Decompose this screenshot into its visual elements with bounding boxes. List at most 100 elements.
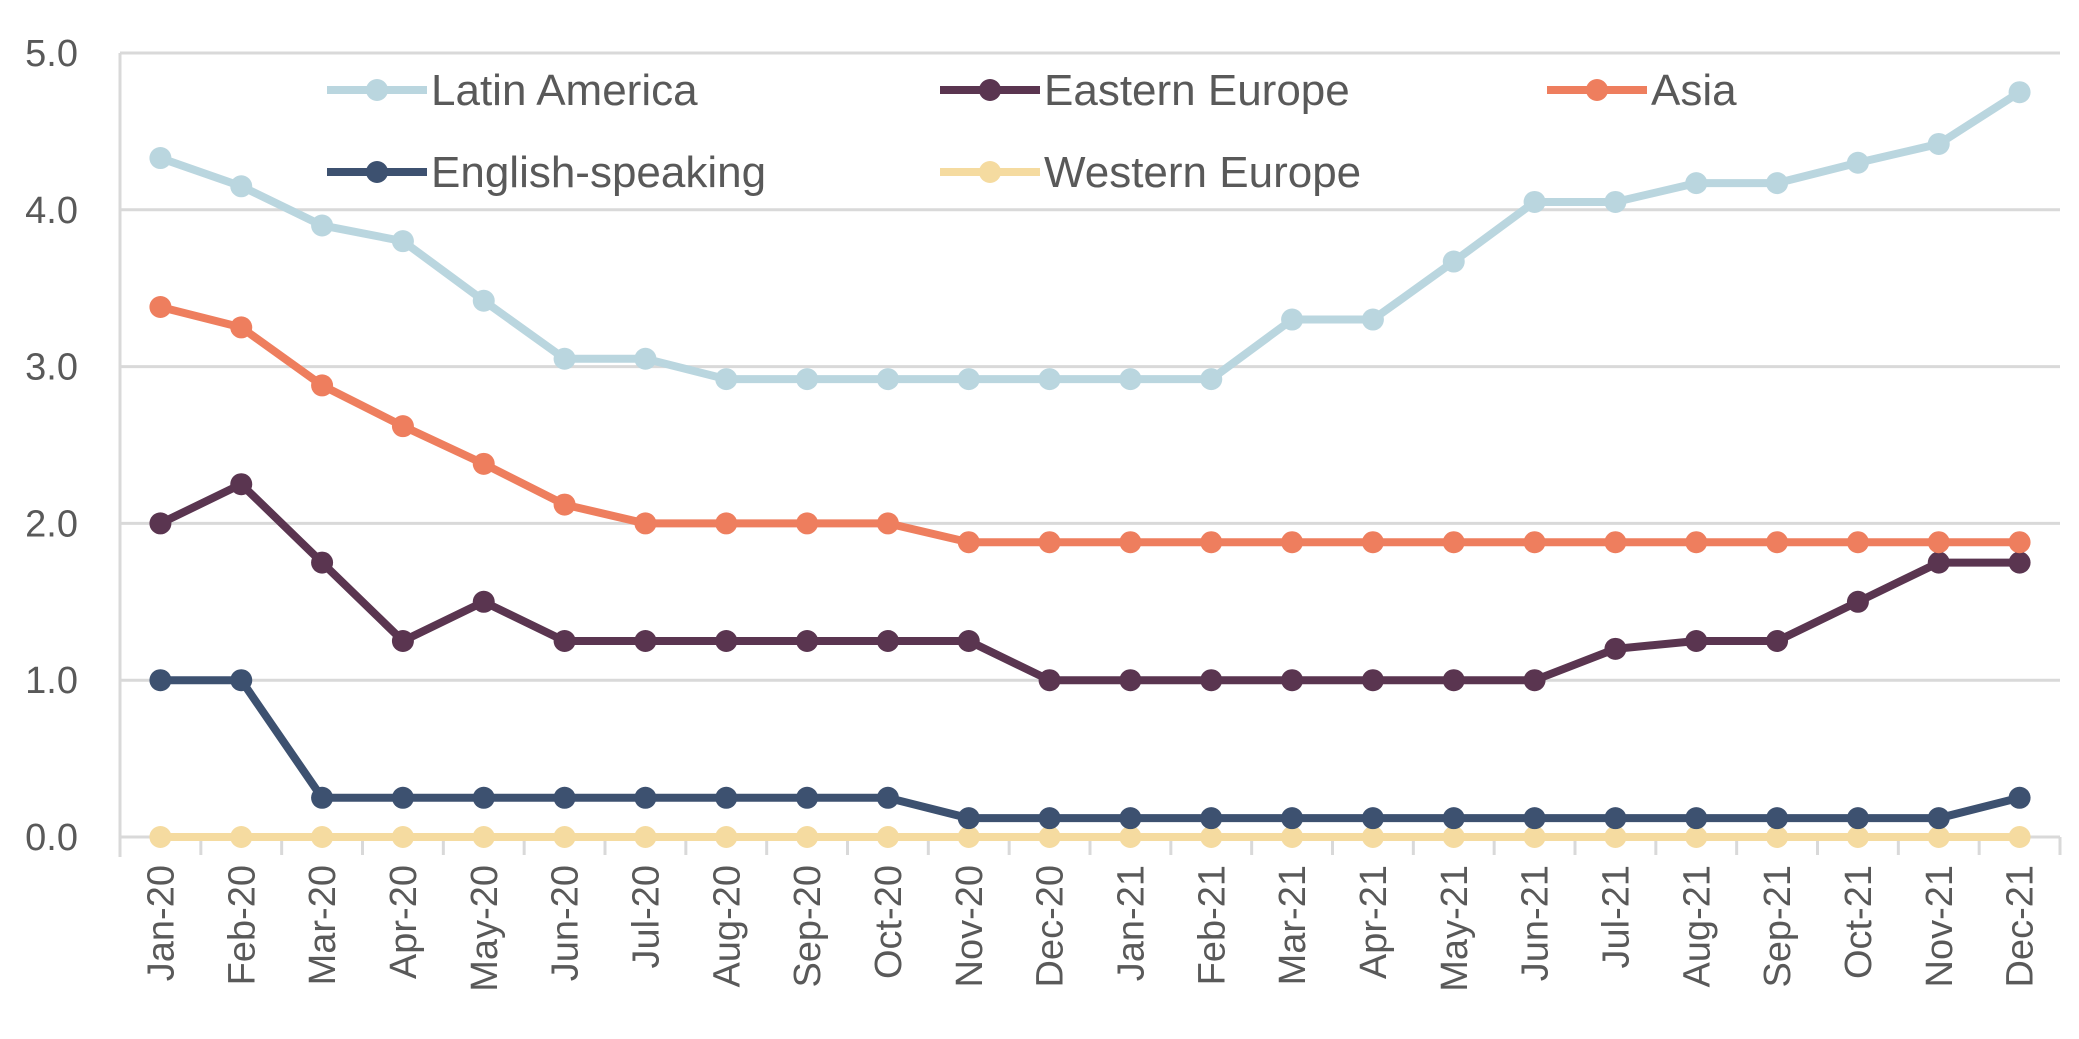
data-point [1361, 807, 1384, 830]
data-point [876, 826, 899, 848]
data-point [796, 630, 819, 652]
legend-swatch-marker [366, 79, 388, 101]
x-tick-label: Apr-20 [383, 865, 425, 979]
data-point [149, 512, 172, 535]
data-point [230, 316, 253, 339]
data-point [1523, 531, 1546, 554]
data-point [796, 786, 819, 809]
data-point [634, 826, 657, 848]
data-point [1604, 807, 1627, 830]
x-tick-label: Mar-21 [1272, 865, 1314, 985]
x-tick-label: Sep-20 [787, 865, 829, 988]
data-point [553, 786, 576, 809]
data-point [634, 630, 657, 652]
x-tick-label: Oct-20 [868, 865, 910, 979]
data-point [1361, 531, 1384, 554]
data-point [1281, 826, 1304, 848]
series-eastern-europe [149, 473, 2031, 692]
legend-item: English-speaking [327, 148, 766, 197]
data-point [1846, 531, 1869, 554]
data-point [1846, 826, 1869, 848]
legend-item: Latin America [327, 66, 698, 115]
data-point [1038, 669, 1061, 692]
legend-label: English-speaking [431, 148, 766, 197]
data-point [1685, 630, 1708, 652]
data-point [796, 826, 819, 848]
x-tick-label: Jun-21 [1515, 865, 1557, 981]
data-point [1927, 807, 1950, 830]
data-point [1119, 807, 1142, 830]
data-point [1038, 826, 1061, 848]
x-tick-label: May-20 [464, 865, 506, 992]
data-point [957, 826, 980, 848]
data-point [1200, 807, 1223, 830]
data-point [1523, 190, 1546, 213]
data-point [1927, 531, 1950, 554]
series-english-speaking [149, 669, 2031, 830]
data-point [1200, 669, 1223, 692]
data-point [1442, 669, 1465, 692]
data-point [1361, 826, 1384, 848]
data-point [1604, 190, 1627, 213]
data-point [1685, 807, 1708, 830]
data-point [230, 669, 253, 692]
data-point [796, 368, 819, 391]
data-point [1038, 807, 1061, 830]
data-point [391, 415, 414, 438]
legend-item: Asia [1547, 66, 1737, 115]
data-point [230, 826, 253, 848]
data-point [1281, 531, 1304, 554]
data-point [553, 493, 576, 516]
y-tick-label: 3.0 [25, 347, 78, 389]
data-point [715, 786, 738, 809]
data-point [1442, 250, 1465, 273]
data-point [311, 214, 334, 237]
data-point [634, 347, 657, 370]
y-tick-label: 4.0 [25, 190, 78, 232]
series-line [160, 676, 2021, 823]
legend-swatch-marker [1586, 79, 1608, 101]
x-tick-label: Feb-20 [221, 865, 263, 985]
data-point [715, 512, 738, 535]
data-point [1604, 826, 1627, 848]
data-point [2008, 81, 2031, 104]
data-point [1846, 151, 1869, 174]
data-point [634, 512, 657, 535]
data-point [1846, 807, 1869, 830]
data-point [1361, 669, 1384, 692]
data-point [1442, 807, 1465, 830]
x-tick-label: May-21 [1434, 865, 1476, 992]
data-point [957, 630, 980, 652]
data-point [391, 786, 414, 809]
data-point [1846, 590, 1869, 613]
data-point [1281, 807, 1304, 830]
series-line [159, 88, 2022, 384]
x-tick-label: Jan-20 [140, 865, 182, 981]
x-tick-label: Aug-21 [1676, 865, 1718, 988]
data-point [553, 826, 576, 848]
data-point [391, 826, 414, 848]
data-point [1523, 669, 1546, 692]
data-point [391, 230, 414, 253]
data-point [472, 289, 495, 312]
data-point [1766, 630, 1789, 652]
data-point [1281, 308, 1304, 331]
data-point [472, 590, 495, 613]
series-latin-america [149, 81, 2031, 391]
data-point [553, 630, 576, 652]
data-point [634, 786, 657, 809]
data-point [311, 374, 334, 397]
data-point [149, 296, 172, 319]
data-point [1200, 531, 1223, 554]
data-point [149, 826, 172, 848]
data-point [1685, 531, 1708, 554]
data-point [1523, 826, 1546, 848]
data-point [472, 786, 495, 809]
x-tick-label: Mar-20 [302, 865, 344, 985]
data-point [311, 826, 334, 848]
x-tick-label: Nov-21 [1919, 865, 1961, 988]
data-point [1766, 807, 1789, 830]
data-point [1927, 551, 1950, 574]
series-line [159, 303, 2020, 547]
